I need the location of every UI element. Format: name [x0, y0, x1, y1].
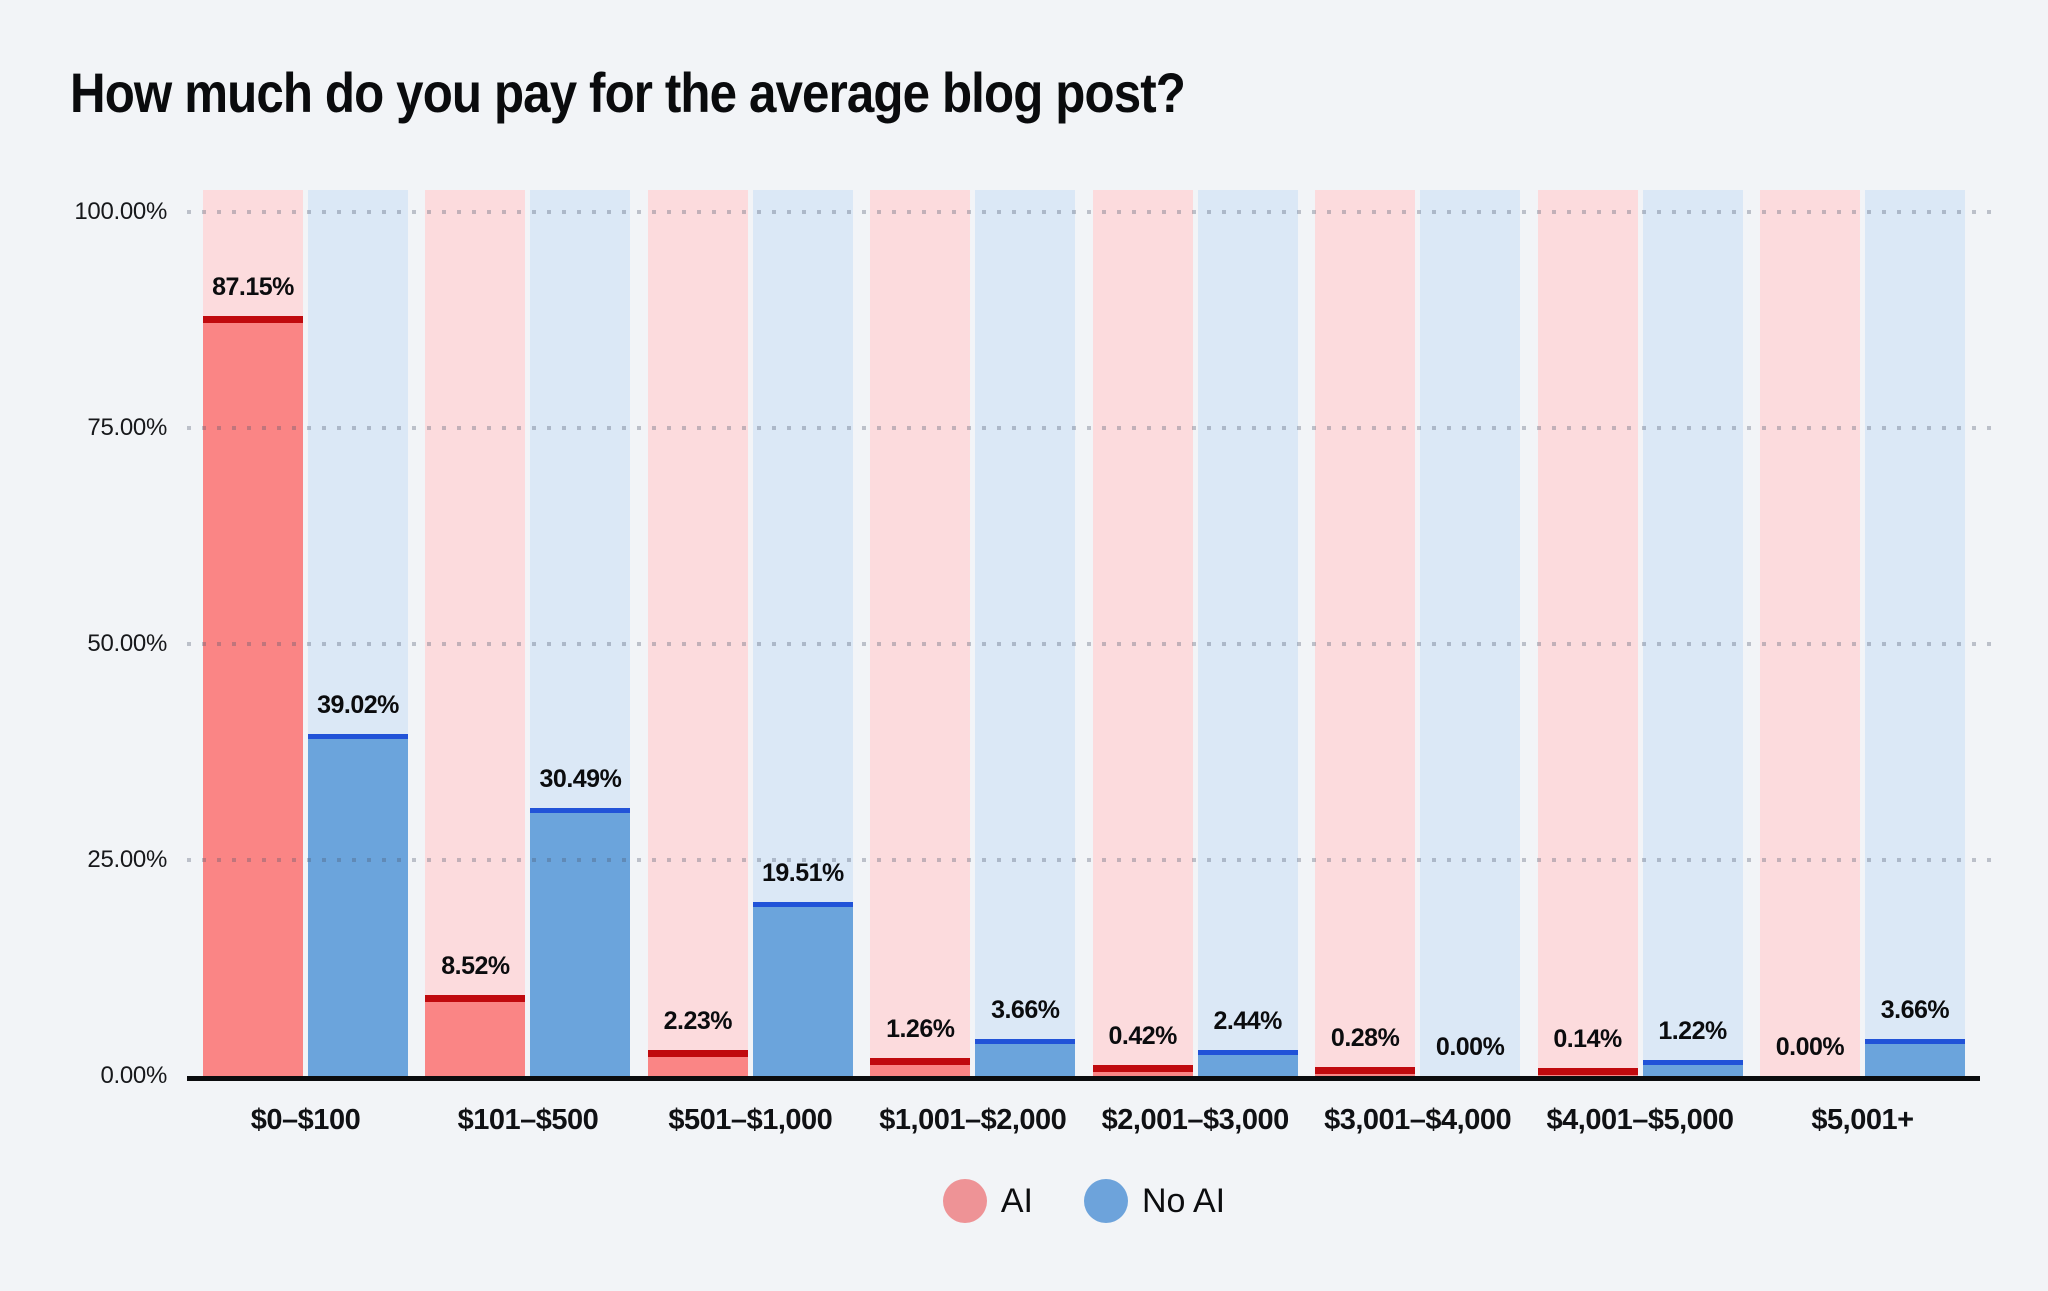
legend-label-ai: AI	[1000, 1181, 1033, 1220]
no-ai-bar[interactable]	[308, 733, 408, 1076]
no-ai-bar[interactable]	[1642, 1060, 1743, 1076]
bar-group: 87.15% 39.02% $0–$100	[203, 190, 408, 1136]
no-ai-value-label: 3.66%	[1880, 996, 1950, 1025]
ai-value-label: 87.15%	[212, 273, 294, 302]
x-axis-line	[187, 1076, 1980, 1081]
legend-item-no-ai[interactable]: No AI	[1083, 1179, 1226, 1223]
no-ai-bar-track: 3.66%	[1864, 190, 1965, 1076]
no-ai-value-label: 39.02%	[317, 690, 399, 719]
y-axis-tick-label: 75.00%	[87, 414, 167, 441]
bar-group: 2.23% 19.51% $501–$1,000	[647, 190, 853, 1136]
ai-bar[interactable]	[1315, 1066, 1416, 1076]
ai-bar-track: 0.14%	[1537, 190, 1638, 1076]
category-label: $3,001–$4,000	[1324, 1104, 1512, 1136]
category-label: $101–$500	[457, 1104, 599, 1136]
ai-value-label: 0.42%	[1108, 1022, 1177, 1051]
ai-bar[interactable]	[647, 1049, 748, 1076]
ai-bar-track: 8.52%	[425, 190, 526, 1076]
ai-value-label: 0.28%	[1330, 1023, 1400, 1052]
no-ai-bar-track: 19.51%	[752, 190, 853, 1076]
bar-group: 1.26% 3.66% $1,001–$2,000	[870, 190, 1076, 1136]
no-ai-value-label: 2.44%	[1213, 1006, 1282, 1035]
y-axis-tick-label: 50.00%	[87, 630, 167, 657]
ai-bar-track: 87.15%	[203, 190, 303, 1076]
ai-bar-track: 0.00%	[1759, 190, 1860, 1076]
no-ai-value-label: 19.51%	[761, 859, 844, 888]
ai-bar[interactable]	[1092, 1065, 1193, 1076]
ai-bar-track: 1.26%	[870, 190, 971, 1076]
no-ai-bar-track: 3.66%	[975, 190, 1076, 1076]
category-label: $501–$1,000	[668, 1104, 833, 1136]
no-ai-bar[interactable]	[752, 902, 853, 1076]
ai-bar[interactable]	[870, 1058, 971, 1076]
legend-swatch-no-ai-icon	[1083, 1179, 1128, 1223]
category-label: $5,001+	[1811, 1104, 1914, 1136]
no-ai-bar-track: 1.22%	[1642, 190, 1743, 1076]
ai-bar[interactable]	[1537, 1067, 1638, 1076]
no-ai-bar-track: 30.49%	[530, 190, 631, 1076]
no-ai-bar[interactable]	[975, 1039, 1076, 1076]
y-axis-tick-label: 100.00%	[74, 198, 167, 225]
ai-value-label: 1.26%	[886, 1015, 955, 1044]
bar-group: 0.28% 0.00% $3,001–$4,000	[1315, 190, 1521, 1136]
no-ai-value-label: 1.22%	[1658, 1017, 1727, 1046]
ai-bar[interactable]	[203, 316, 303, 1076]
bar-group: 8.52% 30.49% $101–$500	[425, 190, 631, 1136]
plot-area: 87.15% 39.02% $0–$100 8.52% 30.49% $101–$500 2…	[187, 190, 1992, 1136]
bar-group: 0.00% 3.66% $5,001+	[1759, 190, 1965, 1136]
legend-label-no-ai: No AI	[1141, 1181, 1226, 1220]
ai-bar-track: 0.28%	[1315, 190, 1416, 1076]
category-label: $1,001–$2,000	[879, 1104, 1067, 1136]
no-ai-value-label: 0.00%	[1435, 1033, 1505, 1061]
bar-group: 0.42% 2.44% $2,001–$3,000	[1092, 190, 1298, 1136]
no-ai-bar[interactable]	[1197, 1049, 1298, 1076]
category-label: $0–$100	[250, 1104, 361, 1136]
no-ai-value-label: 30.49%	[539, 764, 622, 793]
chart-title: How much do you pay for the average blog…	[70, 61, 1186, 124]
ai-value-label: 0.14%	[1553, 1024, 1622, 1053]
y-axis-tick-label: 25.00%	[87, 846, 167, 873]
category-label: $4,001–$5,000	[1546, 1104, 1735, 1136]
category-label: $2,001–$3,000	[1101, 1104, 1290, 1136]
ai-bar-track: 0.42%	[1092, 190, 1193, 1076]
no-ai-bar[interactable]	[1864, 1039, 1965, 1076]
ai-bar-track: 2.23%	[647, 190, 748, 1076]
no-ai-bar[interactable]	[530, 807, 631, 1076]
legend: AI No AI	[203, 1175, 1965, 1227]
no-ai-bar-track: 0.00%	[1420, 190, 1521, 1076]
ai-value-label: 8.52%	[441, 952, 510, 981]
ai-value-label: 0.00%	[1775, 1033, 1845, 1061]
no-ai-bar-track: 2.44%	[1197, 190, 1298, 1076]
ai-value-label: 2.23%	[663, 1006, 733, 1035]
legend-swatch-ai-icon	[942, 1179, 987, 1223]
ai-bar[interactable]	[425, 995, 526, 1076]
bar-group: 0.14% 1.22% $4,001–$5,000	[1537, 190, 1743, 1136]
no-ai-value-label: 3.66%	[991, 996, 1060, 1025]
y-axis: 100.00% 75.00% 50.00% 25.00% 0.00%	[0, 0, 167, 1291]
no-ai-bar-track: 39.02%	[308, 190, 408, 1076]
legend-item-ai[interactable]: AI	[942, 1179, 1033, 1223]
y-axis-tick-label: 0.00%	[100, 1062, 167, 1089]
